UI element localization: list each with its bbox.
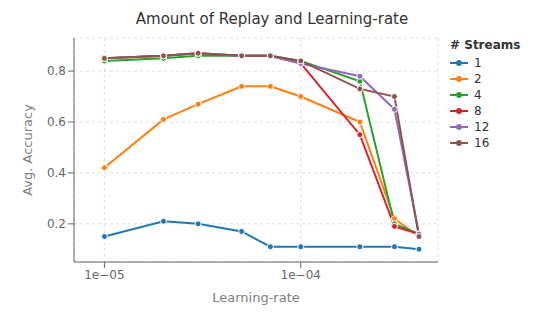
svg-text:0.6: 0.6 <box>47 115 66 129</box>
svg-text:1e−05: 1e−05 <box>84 268 124 282</box>
svg-text:Avg. Accuracy: Avg. Accuracy <box>20 104 35 196</box>
html-text:1: 1 <box>474 56 482 70</box>
html-text:Amount of Replay and Learning-: Amount of Replay and Learning-rate <box>135 10 409 28</box>
svg-text:0.2: 0.2 <box>47 217 66 231</box>
svg-text:0.8: 0.8 <box>47 64 66 78</box>
html-text:16: 16 <box>474 136 490 150</box>
html-text:# Streams: # Streams <box>450 38 521 52</box>
html-text:4: 4 <box>474 88 482 102</box>
svg-text:1e−04: 1e−04 <box>281 268 321 282</box>
html-text:12: 12 <box>474 120 490 134</box>
svg-text:Learning-rate: Learning-rate <box>212 290 300 305</box>
html-text:2: 2 <box>474 72 482 86</box>
svg-text:0.4: 0.4 <box>47 166 66 180</box>
html-text:8: 8 <box>474 104 482 118</box>
